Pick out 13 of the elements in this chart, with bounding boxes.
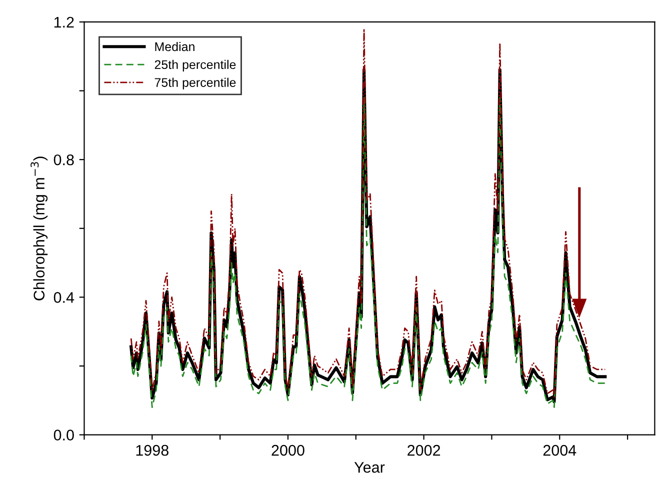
y-tick-label: 1.2 bbox=[54, 16, 74, 28]
y-tick-label: 0.8 bbox=[54, 154, 74, 166]
x-tick-label: 2002 bbox=[408, 444, 440, 456]
legend-label: 75th percentile bbox=[154, 78, 236, 90]
y-axis-title: Chlorophyll (mg m$^{−3}$) bbox=[30, 156, 48, 300]
x-tick-label: 2004 bbox=[543, 444, 576, 456]
x-axis-title: Year bbox=[354, 462, 385, 473]
x-tick-label: 1998 bbox=[136, 444, 168, 456]
y-tick-label: 0.0 bbox=[54, 430, 74, 440]
legend-label: Median bbox=[155, 42, 194, 52]
x-tick-label: 2000 bbox=[272, 444, 304, 456]
legend-label: 25th percentile bbox=[154, 60, 236, 72]
y-tick-label: 0.4 bbox=[54, 292, 74, 303]
